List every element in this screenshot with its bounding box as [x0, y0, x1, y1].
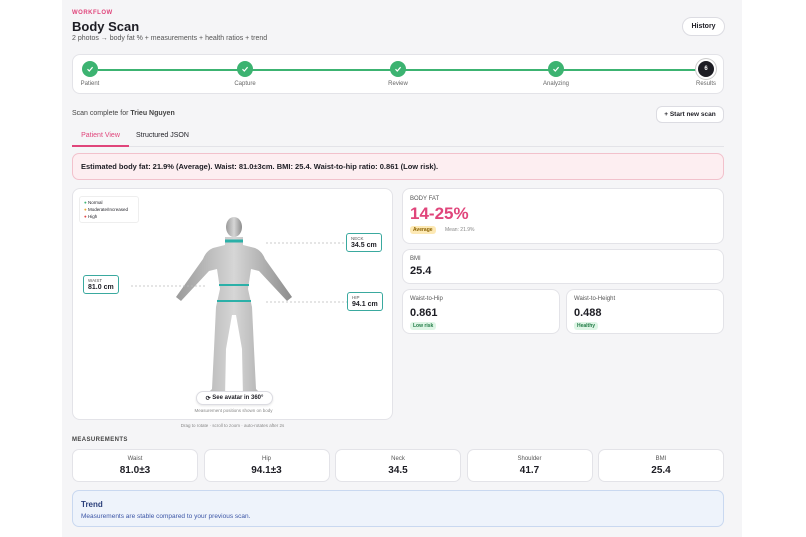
callout-label: WAIST: [88, 278, 103, 283]
legend-item: ● Moderate/Increased: [84, 207, 129, 212]
step-label: Capture: [234, 81, 256, 87]
step-circle: [390, 61, 406, 77]
step-label: Patient: [80, 81, 100, 87]
scan-prefix: Scan complete for: [72, 110, 129, 117]
measurement-card: Shoulder 41.7: [466, 449, 593, 482]
avatar-360-button[interactable]: ⟳ See avatar in 360°: [196, 391, 273, 405]
badge: Healthy: [574, 322, 599, 330]
tab-active[interactable]: Patient View: [72, 132, 129, 147]
badge: Low risk: [410, 322, 437, 330]
ratio-card: Waist-to-Height 0.488 Healthy: [566, 289, 724, 334]
measurement-label: Shoulder: [517, 456, 542, 462]
callout-label: HIP: [352, 295, 360, 300]
check-icon: [87, 66, 94, 72]
legend-label: Moderate/Increased: [87, 207, 129, 212]
check-icon: [242, 66, 249, 72]
callout-label: NECK: [351, 236, 364, 241]
measurement-value: 34.5: [388, 465, 408, 476]
card-label: BMI: [410, 256, 421, 262]
legend: ● Normal ● Moderate/Increased ● High: [79, 196, 139, 223]
step-circle: [82, 61, 98, 77]
ratio-card: Waist-to-Hip 0.861 Low risk: [402, 289, 560, 334]
trend-text: Measurements are stable compared to your…: [81, 513, 251, 520]
step-label: Review: [388, 81, 408, 87]
measurement-value: 25.4: [651, 465, 671, 476]
section-title: MEASUREMENTS: [72, 437, 128, 443]
ratio-value: 0.861: [410, 307, 438, 319]
badge: Average: [410, 226, 436, 234]
scan-status: Scan complete for Trieu Nguyen: [72, 110, 175, 117]
body-fat-mean: Mean: 21.9%: [445, 227, 475, 233]
step-number: 6: [704, 66, 708, 72]
legend-label: Normal: [87, 200, 103, 205]
measurement-value: 81.0±3: [119, 465, 151, 476]
card-label: Waist-to-Height: [574, 296, 616, 302]
page-title: Body Scan: [72, 19, 140, 34]
avatar-hint: Drag to rotate · scroll to zoom · auto-r…: [180, 423, 285, 428]
button-label: See avatar in 360°: [212, 395, 264, 401]
callout-value: 94.1 cm: [352, 301, 378, 308]
history-button[interactable]: History: [682, 17, 725, 36]
measurement-label: Neck: [391, 456, 405, 462]
check-icon: [553, 66, 560, 72]
avatar-note: Measurement positions shown on body: [194, 408, 273, 413]
eyebrow: WORKFLOW: [72, 10, 113, 16]
measurement-card: Waist 81.0±3: [72, 449, 198, 482]
bmi-value: 25.4: [410, 265, 432, 277]
card-label: Waist-to-Hip: [410, 296, 443, 302]
subtitle: 2 photos → body fat % + measurements + h…: [72, 35, 268, 42]
patient-name: Trieu Nguyen: [130, 110, 175, 117]
tab[interactable]: Structured JSON: [136, 132, 189, 139]
callout: HIP 94.1 cm: [347, 292, 383, 311]
card-label: BODY FAT: [410, 196, 440, 202]
measurement-label: Hip: [261, 456, 271, 462]
trend-title: Trend: [81, 500, 103, 509]
measurement-label: BMI: [655, 456, 667, 462]
measurement-value: 41.7: [519, 465, 540, 476]
avatar-figure: [131, 217, 347, 397]
measurement-card: Neck 34.5: [335, 449, 461, 482]
avatar-panel: ● Normal ● Moderate/Increased ● High NEC…: [72, 188, 393, 420]
step-label: Analyzing: [542, 81, 570, 87]
measurement-card: BMI 25.4: [598, 449, 724, 482]
ratio-value: 0.488: [574, 307, 602, 319]
summary-alert: Estimated body fat: 21.9% (Average). Wai…: [72, 153, 724, 180]
bmi-card: BMI 25.4: [402, 249, 724, 284]
legend-item: ● High: [84, 214, 98, 219]
step-label: Results: [695, 81, 717, 87]
measurement-value: 94.1±3: [251, 465, 282, 476]
measurement-label: Waist: [127, 456, 143, 462]
legend-item: ● Normal: [84, 200, 103, 205]
step-circle: [237, 61, 253, 77]
body-fat-range: 14-25%: [410, 204, 469, 223]
new-scan-button[interactable]: + Start new scan: [656, 106, 724, 123]
step-circle: [548, 61, 564, 77]
callout-value: 81.0 cm: [88, 284, 114, 291]
legend-label: High: [87, 214, 98, 219]
trend-card: Trend Measurements are stable compared t…: [72, 490, 724, 527]
check-icon: [395, 66, 402, 72]
measurement-card: Hip 94.1±3: [203, 449, 330, 482]
step-circle: 6: [698, 61, 714, 77]
callout: NECK 34.5 cm: [346, 233, 382, 252]
callout-value: 34.5 cm: [351, 242, 377, 249]
callout: WAIST 81.0 cm: [83, 275, 119, 294]
tab-divider: [72, 146, 724, 147]
body-fat-card: BODY FAT 14-25% Average Mean: 21.9%: [402, 188, 724, 244]
